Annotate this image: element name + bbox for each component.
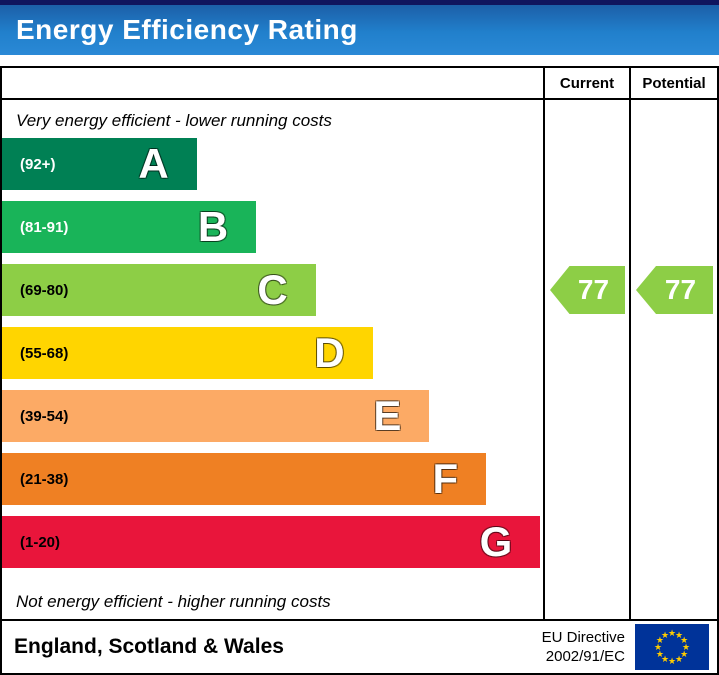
eu-directive-label: EU Directive 2002/91/EC	[542, 628, 625, 667]
energy-rating-chart: Current Potential Very energy efficient …	[0, 66, 719, 675]
band-list: (92+) A (81-91) B (69-80) C (55-68) D (3…	[2, 138, 543, 579]
current-rating-arrow: 77	[550, 266, 625, 314]
svg-text:★: ★	[656, 635, 664, 645]
region-label: England, Scotland & Wales	[14, 635, 284, 658]
band-range: (1-20)	[20, 533, 61, 551]
eu-directive-line2: 2002/91/EC	[545, 648, 625, 665]
band-g: (1-20) G	[2, 516, 541, 568]
svg-text:★: ★	[654, 642, 662, 652]
chart-header-row: Current Potential	[2, 68, 717, 100]
band-letter: E	[373, 392, 402, 439]
svg-text:★: ★	[680, 635, 688, 645]
page-title: Energy Efficiency Rating	[16, 14, 358, 45]
band-letter: G	[479, 518, 513, 565]
band-f: (21-38) F	[2, 453, 487, 505]
chart-body: Very energy efficient - lower running co…	[2, 100, 717, 619]
band-range: (92+)	[20, 155, 56, 173]
band-range: (69-80)	[20, 281, 69, 299]
band-range: (55-68)	[20, 344, 69, 362]
band-letter: A	[138, 140, 169, 187]
eu-directive-line1: EU Directive	[541, 628, 625, 646]
chart-footer: England, Scotland & Wales EU Directive 2…	[2, 619, 717, 673]
band-e: (39-54) E	[2, 390, 430, 442]
band-letter: B	[197, 203, 229, 250]
band-range: (39-54)	[20, 407, 69, 425]
svg-text:★: ★	[661, 630, 669, 640]
svg-text:★: ★	[656, 649, 664, 659]
band-b: (81-91) B	[2, 201, 257, 253]
svg-text:★: ★	[680, 649, 688, 659]
svg-text:★: ★	[675, 654, 683, 664]
svg-text:★: ★	[668, 628, 676, 638]
band-a: (92+) A	[2, 138, 197, 190]
current-column-header: Current	[543, 68, 629, 98]
potential-rating-column: 77	[629, 100, 717, 619]
potential-rating-arrow: 77	[636, 266, 713, 314]
band-d: (55-68) D	[2, 327, 373, 379]
svg-text:★: ★	[675, 630, 683, 640]
band-range: (21-38)	[20, 470, 69, 488]
eu-flag-wrap: ★ ★ ★ ★ ★ ★ ★ ★ ★ ★ ★ ★	[635, 624, 709, 670]
svg-text:★: ★	[661, 654, 669, 664]
bands-area: Very energy efficient - lower running co…	[2, 100, 543, 619]
band-range: (81-91)	[20, 218, 69, 236]
band-letter: D	[314, 329, 345, 376]
band-letter: C	[257, 266, 288, 313]
band-letter: F	[432, 455, 459, 502]
title-banner: Energy Efficiency Rating	[0, 0, 719, 55]
header-spacer	[2, 68, 543, 98]
current-rating-column: 77	[543, 100, 629, 619]
potential-column-header: Potential	[629, 68, 717, 98]
band-c: (69-80) C	[2, 264, 316, 316]
eu-flag-icon: ★★★★★★★★★★★★	[635, 624, 709, 670]
svg-text:★: ★	[682, 642, 690, 652]
bottom-note: Not energy efficient - higher running co…	[16, 592, 331, 611]
top-note: Very energy efficient - lower running co…	[16, 111, 332, 130]
svg-text:★: ★	[668, 656, 676, 666]
